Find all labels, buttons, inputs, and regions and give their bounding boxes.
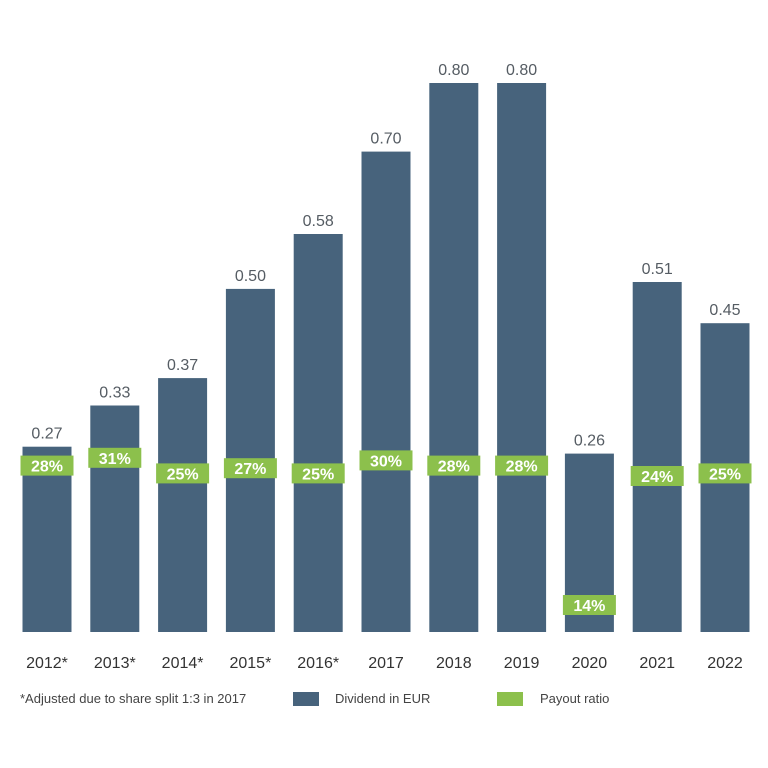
- legend-label-dividend: Dividend in EUR: [335, 691, 430, 706]
- dividend-bar: [158, 378, 208, 632]
- category-label-group: 2012* 2013* 2014* 2015* 2016* 2017 2018 2019 202…: [26, 655, 743, 672]
- payout-ratio-label: 28%: [438, 459, 470, 476]
- legend-swatch-dividend: [293, 692, 319, 706]
- footnote: *Adjusted due to share split 1:3 in 2017: [20, 691, 246, 706]
- dividend-value-label: 0.45: [709, 302, 740, 319]
- dividend-bar: [293, 234, 343, 632]
- dividend-value-label: 0.80: [438, 62, 469, 79]
- payout-ratio-label: 31%: [99, 451, 131, 468]
- payout-ratio-badge: [223, 458, 277, 479]
- payout-ratio-badge: [291, 463, 345, 484]
- payout-ratio-label: 30%: [370, 453, 402, 470]
- chart-legend: *Adjusted due to share split 1:3 in 2017…: [20, 691, 609, 706]
- payout-ratio-label: 28%: [31, 459, 63, 476]
- category-label: 2022: [707, 655, 743, 672]
- payout-ratio-badge: [156, 463, 210, 484]
- payout-ratio-badge: [20, 455, 74, 476]
- payout-ratio-badge: [495, 455, 549, 476]
- dividend-value-label: 0.33: [99, 385, 130, 402]
- payout-ratio-badge: [630, 466, 684, 486]
- bar-group: [22, 83, 750, 632]
- dividend-value-label: 0.37: [167, 357, 198, 374]
- dividend-value-label: 0.70: [370, 131, 401, 148]
- category-label: 2019: [504, 655, 540, 672]
- payout-ratio-label: 27%: [234, 461, 266, 478]
- payout-badge-group: 28% 31% 25% 27% 25% 30% 28% 28% 14% 24% 25%: [20, 447, 752, 615]
- payout-ratio-badge: [359, 450, 413, 471]
- payout-ratio-badge: [562, 595, 616, 615]
- dividend-value-label: 0.26: [574, 433, 605, 450]
- category-label: 2017: [368, 655, 404, 672]
- dividend-value-label: 0.51: [642, 261, 673, 278]
- dividend-bar: [497, 83, 547, 632]
- dividend-value-label: 0.50: [235, 268, 266, 285]
- payout-ratio-label: 14%: [573, 598, 605, 615]
- dividend-bar: [361, 151, 411, 632]
- category-label: 2018: [436, 655, 472, 672]
- payout-ratio-badge: [427, 455, 481, 476]
- legend-label-payout: Payout ratio: [540, 691, 609, 706]
- payout-ratio-label: 24%: [641, 469, 673, 486]
- dividend-bar: [90, 405, 140, 632]
- value-label-group: 0.27 0.33 0.37 0.50 0.58 0.70 0.80 0.80 0.26 0.51…: [31, 62, 740, 450]
- category-label: 2014*: [162, 655, 204, 672]
- dividend-value-label: 0.58: [303, 213, 334, 230]
- dividend-bar: [632, 282, 682, 632]
- payout-ratio-badge: [698, 463, 752, 484]
- category-label: 2016*: [297, 655, 339, 672]
- dividend-bar: [22, 446, 72, 632]
- category-label: 2013*: [94, 655, 136, 672]
- category-label: 2015*: [229, 655, 271, 672]
- payout-ratio-label: 25%: [302, 466, 334, 483]
- dividend-value-label: 0.80: [506, 62, 537, 79]
- category-label: 2012*: [26, 655, 68, 672]
- payout-ratio-label: 28%: [506, 459, 538, 476]
- payout-ratio-badge: [88, 447, 142, 468]
- payout-ratio-label: 25%: [167, 466, 199, 483]
- payout-ratio-label: 25%: [709, 466, 741, 483]
- category-label: 2021: [639, 655, 675, 672]
- dividend-value-label: 0.27: [31, 426, 62, 443]
- dividend-bar: [429, 83, 479, 632]
- category-label: 2020: [572, 655, 608, 672]
- legend-swatch-payout: [497, 692, 523, 706]
